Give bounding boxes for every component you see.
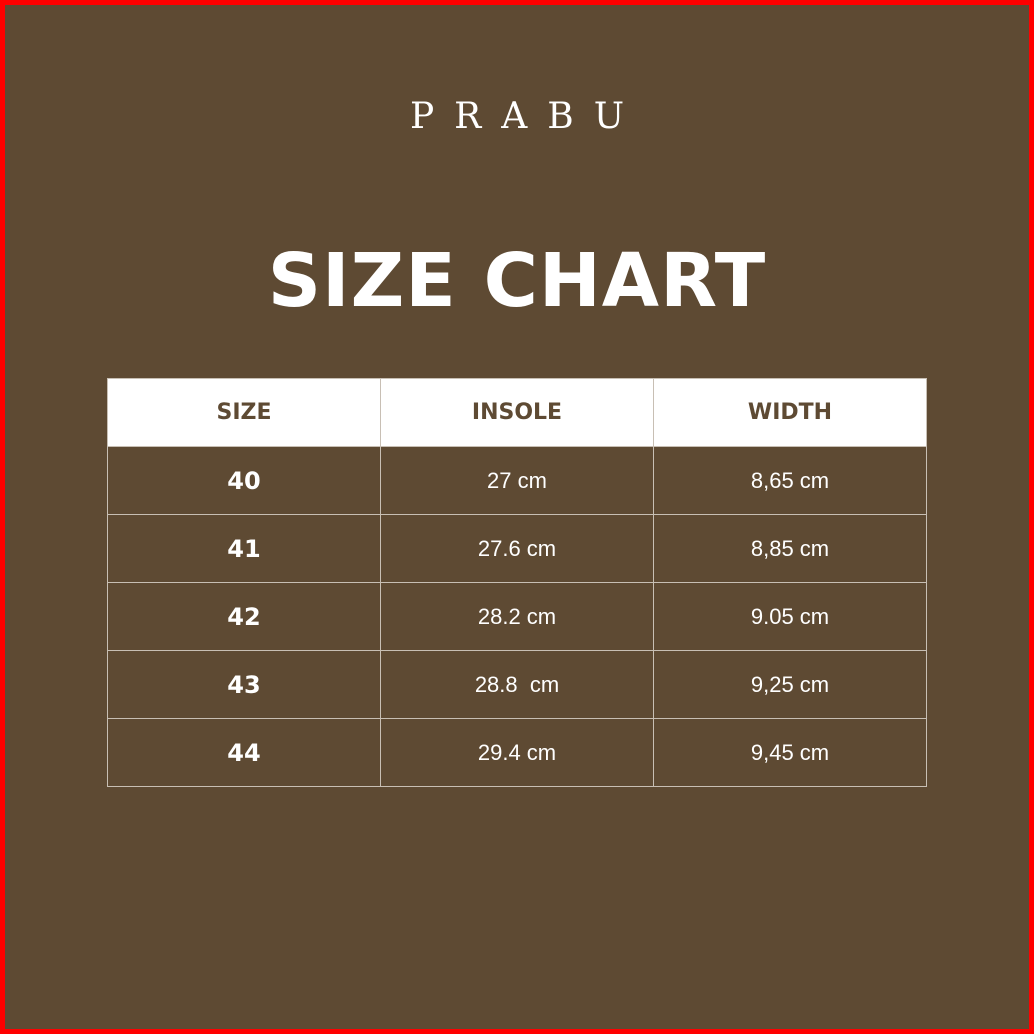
table-row: 40 27 cm 8,65 cm — [107, 446, 927, 515]
cell-insole: 29.4 cm — [380, 718, 654, 787]
cell-size: 40 — [107, 446, 381, 515]
table-row: 44 29.4 cm 9,45 cm — [107, 718, 927, 787]
size-table: SIZE INSOLE WIDTH 40 27 cm 8,65 cm 41 27.6 c… — [107, 378, 927, 787]
cell-insole: 27.6 cm — [380, 514, 654, 583]
header-width: WIDTH — [653, 378, 927, 447]
cell-size: 43 — [107, 650, 381, 719]
cell-insole: 27 cm — [380, 446, 654, 515]
table-row: 43 28.8 cm 9,25 cm — [107, 650, 927, 719]
cell-width: 9.05 cm — [653, 582, 927, 651]
table-row: 42 28.2 cm 9.05 cm — [107, 582, 927, 651]
table-row: 41 27.6 cm 8,85 cm — [107, 514, 927, 583]
cell-width: 9,45 cm — [653, 718, 927, 787]
cell-size: 44 — [107, 718, 381, 787]
cell-width: 8,85 cm — [653, 514, 927, 583]
cell-insole: 28.2 cm — [380, 582, 654, 651]
cell-insole: 28.8 cm — [380, 650, 654, 719]
cell-size: 42 — [107, 582, 381, 651]
brand-logo: PRABU — [409, 96, 645, 137]
header-insole: INSOLE — [380, 378, 654, 447]
cell-width: 9,25 cm — [653, 650, 927, 719]
page-title: SIZE CHART — [267, 238, 767, 324]
table-header-row: SIZE INSOLE WIDTH — [107, 378, 927, 447]
cell-width: 8,65 cm — [653, 446, 927, 515]
cell-size: 41 — [107, 514, 381, 583]
header-size: SIZE — [107, 378, 381, 447]
